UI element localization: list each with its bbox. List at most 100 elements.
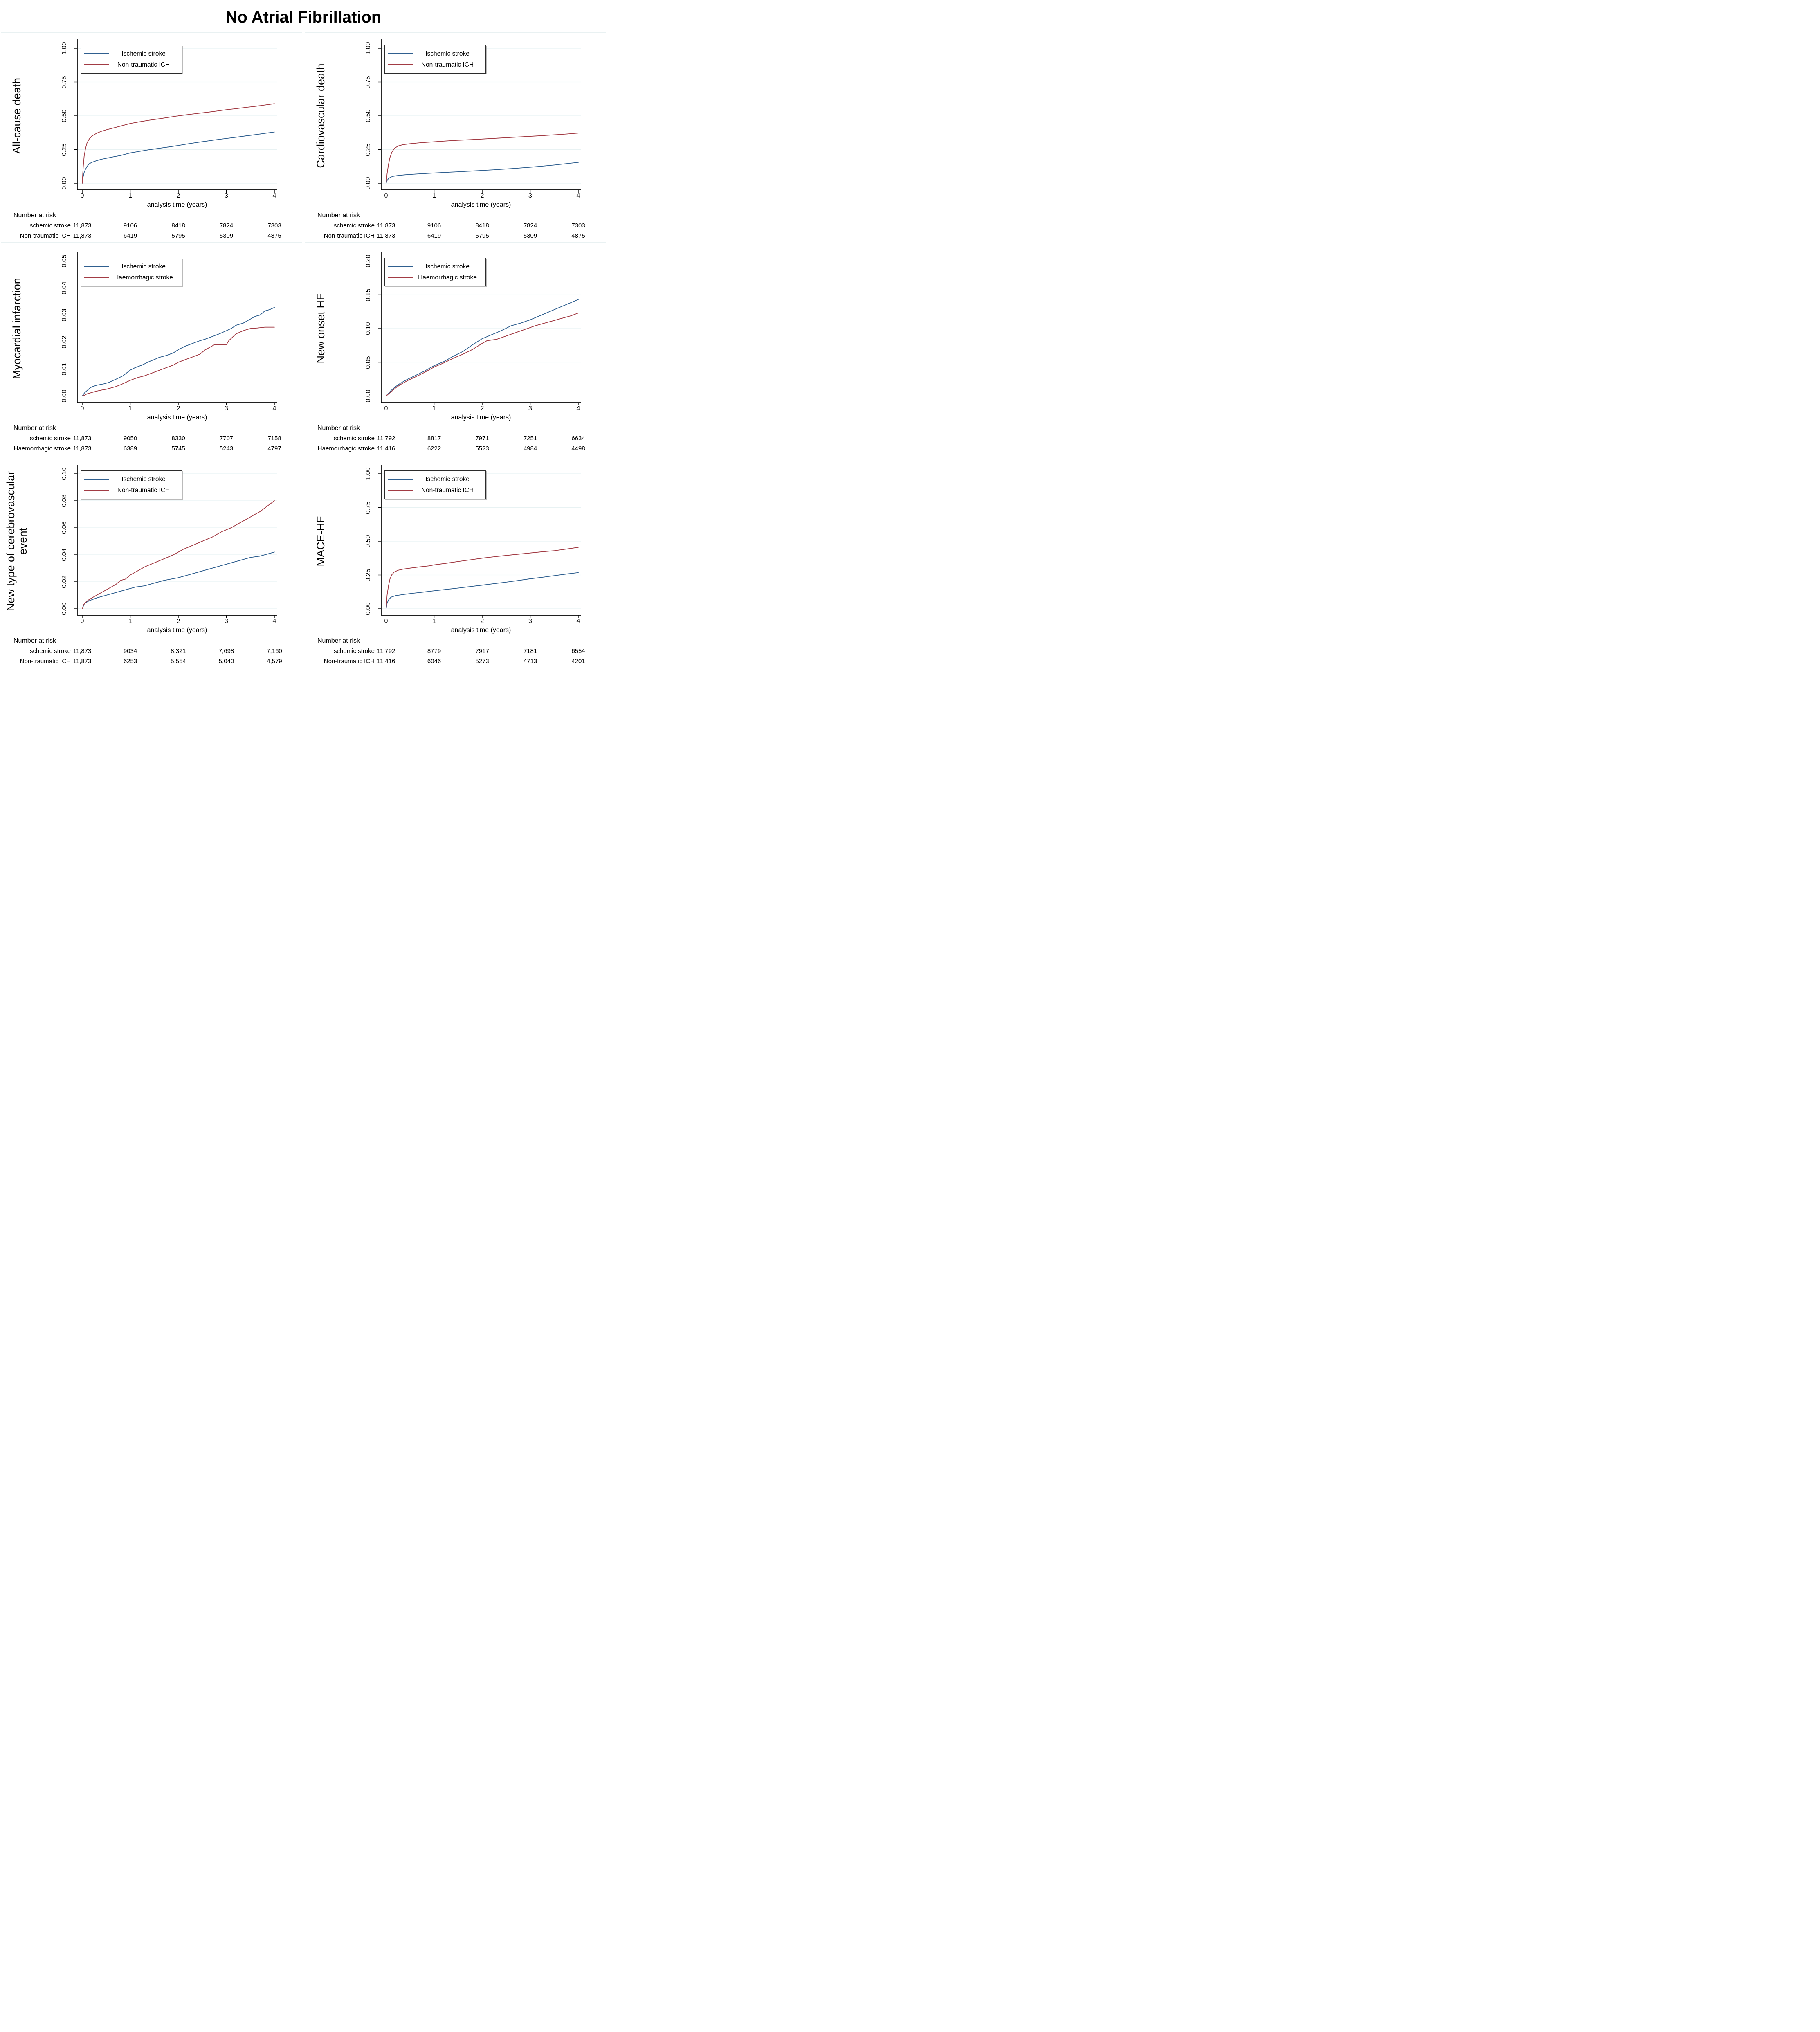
- risk-value: 6419: [427, 232, 441, 239]
- legend-label: Haemorrhagic stroke: [114, 274, 173, 281]
- legend-entry: Non-traumatic ICH: [388, 485, 482, 496]
- legend-entry: Ischemic stroke: [388, 474, 482, 485]
- y-tick-label: 0.06: [61, 521, 68, 534]
- panel-cardiovascular-death: Cardiovascular death Ischemic stroke Non-…: [305, 32, 606, 243]
- series-line-non-traumatic-ich: [82, 500, 275, 609]
- x-tick-label: 1: [128, 405, 132, 412]
- risk-value: 7,698: [218, 648, 234, 655]
- legend-line-swatch: [84, 479, 109, 480]
- risk-value: 9106: [427, 222, 441, 229]
- y-tick-label: 0.25: [365, 143, 372, 156]
- y-tick-label: 0.00: [61, 177, 68, 190]
- legend-label: Non-traumatic ICH: [421, 61, 474, 68]
- risk-value: 11,873: [73, 648, 92, 655]
- risk-value: 5795: [171, 232, 185, 239]
- x-tick-label: 4: [272, 192, 276, 199]
- x-tick-label: 4: [576, 618, 580, 625]
- x-tick-label: 2: [480, 192, 484, 199]
- legend-line-swatch: [388, 64, 413, 65]
- legend-entry: Haemorrhagic stroke: [84, 272, 178, 283]
- x-axis-title: analysis time (years): [451, 627, 511, 634]
- legend-entry: Ischemic stroke: [388, 261, 482, 272]
- y-tick-label: 0.05: [365, 356, 372, 369]
- x-tick-label: 3: [225, 618, 228, 625]
- plot-area: [74, 252, 277, 405]
- y-axis-title: Myocardial infarction: [10, 278, 23, 379]
- y-tick-label: 0.08: [61, 494, 68, 507]
- figure-title: No Atrial Fibrillation: [225, 8, 382, 26]
- series-line-ischemic-stroke: [386, 299, 579, 396]
- risk-value: 4498: [571, 445, 585, 452]
- risk-row-label: Ischemic stroke: [332, 648, 375, 655]
- risk-value: 5,040: [218, 658, 234, 665]
- x-tick-label: 0: [80, 405, 84, 412]
- risk-value: 6389: [123, 445, 137, 452]
- y-tick-label: 0.75: [365, 501, 372, 514]
- x-axis-title: analysis time (years): [451, 201, 511, 208]
- x-tick-label: 3: [225, 192, 228, 199]
- x-tick-label: 3: [225, 405, 228, 412]
- legend-line-swatch: [388, 490, 413, 491]
- legend: Ischemic stroke Haemorrhagic stroke: [384, 258, 486, 286]
- legend-line-swatch: [84, 490, 109, 491]
- series-line-haemorrhagic-stroke: [82, 326, 275, 396]
- y-tick-label: 0.05: [61, 254, 68, 268]
- legend-label: Ischemic stroke: [121, 475, 166, 483]
- number-at-risk-title: Number at risk: [317, 212, 360, 219]
- x-tick-label: 0: [80, 618, 84, 625]
- risk-value: 8779: [427, 648, 441, 655]
- risk-value: 6419: [123, 232, 137, 239]
- series-line-non-traumatic-ich: [386, 133, 579, 184]
- risk-value: 6554: [571, 648, 585, 655]
- y-tick-label: 0.00: [365, 389, 372, 403]
- legend-label: Ischemic stroke: [425, 475, 470, 483]
- y-tick-label: 0.75: [61, 75, 68, 89]
- risk-value: 11,873: [377, 232, 395, 239]
- x-tick-label: 3: [528, 618, 532, 625]
- x-tick-label: 0: [384, 192, 388, 199]
- legend-label: Non-traumatic ICH: [421, 486, 474, 494]
- risk-value: 5,554: [171, 658, 186, 665]
- x-tick-label: 1: [128, 192, 132, 199]
- risk-value: 4201: [571, 658, 585, 665]
- plot-area: [378, 252, 581, 405]
- y-tick-label: 0.25: [365, 568, 372, 582]
- risk-value: 4875: [267, 232, 281, 239]
- series-line-ischemic-stroke: [386, 162, 579, 184]
- series-line-non-traumatic-ich: [386, 547, 579, 609]
- legend-entry: Ischemic stroke: [84, 261, 178, 272]
- legend: Ischemic stroke Non-traumatic ICH: [81, 470, 182, 499]
- x-axis-title: analysis time (years): [451, 414, 511, 421]
- risk-value: 5795: [475, 232, 489, 239]
- risk-value: 11,873: [377, 222, 395, 229]
- x-tick-label: 0: [384, 618, 388, 625]
- risk-value: 4797: [267, 445, 281, 452]
- y-tick-label: 1.00: [61, 42, 68, 55]
- risk-value: 7,160: [267, 648, 282, 655]
- legend-label: Non-traumatic ICH: [117, 61, 170, 68]
- panel-mace-hf: MACE-HF Ischemic stroke Non-traumatic ICH…: [305, 458, 606, 668]
- y-tick-label: 0.10: [365, 322, 372, 335]
- risk-row-label: Non-traumatic ICH: [20, 658, 71, 665]
- panel-myocardial-infarction: Myocardial infarction Ischemic stroke Hae…: [1, 245, 302, 455]
- risk-value: 9034: [123, 648, 137, 655]
- risk-value: 9050: [123, 435, 137, 442]
- risk-value: 5273: [475, 658, 489, 665]
- x-axis-title: analysis time (years): [147, 201, 207, 208]
- series-line-ischemic-stroke: [82, 551, 275, 609]
- series-line-ischemic-stroke: [82, 307, 275, 396]
- series-line-ischemic-stroke: [82, 131, 275, 184]
- legend-label: Ischemic stroke: [121, 50, 166, 57]
- plot-area: [378, 39, 581, 193]
- legend: Ischemic stroke Non-traumatic ICH: [384, 470, 486, 499]
- y-axis-title: New type of cerebrovascular event: [4, 471, 29, 612]
- risk-value: 8418: [475, 222, 489, 229]
- legend-label: Ischemic stroke: [425, 50, 470, 57]
- x-tick-label: 1: [432, 405, 436, 412]
- x-tick-label: 3: [528, 192, 532, 199]
- y-tick-label: 0.10: [61, 467, 68, 480]
- series-line-ischemic-stroke: [386, 572, 579, 609]
- y-tick-label: 0.00: [61, 602, 68, 615]
- risk-value: 11,873: [73, 222, 92, 229]
- x-tick-label: 1: [432, 192, 436, 199]
